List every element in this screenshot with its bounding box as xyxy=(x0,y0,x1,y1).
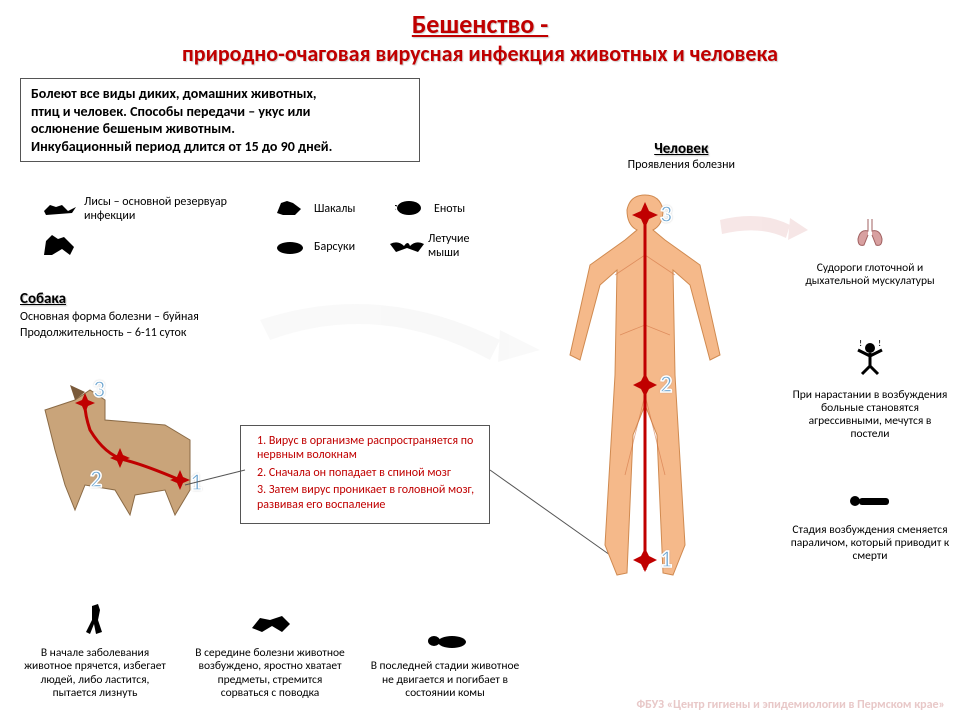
animals-grid: Лисы – основной резервуар инфекции Шакал… xyxy=(40,195,460,269)
badger-icon xyxy=(270,233,310,260)
jackal-icon xyxy=(270,195,310,223)
dog-form: Основная форма болезни – буйная xyxy=(20,310,280,324)
subtitle: природно-очаговая вирусная инфекция живо… xyxy=(20,40,940,67)
dog-stage-num-3: 3 xyxy=(93,375,105,404)
human-stage-num-3: 3 xyxy=(660,200,672,229)
header: Бешенство - природно-очаговая вирусная и… xyxy=(0,0,960,71)
raccoon-icon xyxy=(390,195,430,222)
human-figure: 1 2 3 xyxy=(545,175,745,595)
intro-line: Инкубационный период длится от 15 до 90 … xyxy=(31,138,409,156)
dog-stage-num-1: 1 xyxy=(190,468,202,497)
intro-line: Болеют все виды диких, домашних животных… xyxy=(31,85,409,103)
dog-begging-icon xyxy=(20,600,170,643)
fox-label: Лисы – основной резервуар инфекции xyxy=(84,195,234,223)
fox-icon xyxy=(40,196,80,223)
virus-progression-box: Вирус в организме распространяется по не… xyxy=(240,425,490,524)
dog-figure: 1 2 3 xyxy=(15,370,235,550)
dog-duration: Продолжительность – 6-11 суток xyxy=(20,326,280,340)
dog-stage-3: В последней стадии животное не двигается… xyxy=(370,626,520,700)
svg-text:!: ! xyxy=(859,340,862,349)
human-sub: Проявления болезни xyxy=(628,158,735,172)
human-stage-num-2: 2 xyxy=(660,370,672,399)
footer-credit: ФБУЗ «Центр гигиены и эпидемиологии в Пе… xyxy=(636,698,945,712)
dog-title: Собака xyxy=(20,290,280,308)
dog-stage-num-2: 2 xyxy=(90,465,102,494)
lying-person-icon xyxy=(790,485,950,520)
title: Бешенство - xyxy=(20,8,940,40)
symptom-2: !! При нарастании в возбуждения больные … xyxy=(790,340,950,441)
human-section: Человек Проявления болезни xyxy=(628,140,735,172)
virus-step-1: Вирус в организме распространяется по не… xyxy=(257,434,479,463)
bat-icon xyxy=(390,233,424,260)
intro-line: птиц и человек. Способы передачи – укус … xyxy=(31,103,409,121)
dog-section: Собака Основная форма болезни – буйная П… xyxy=(20,290,280,341)
dog-lying-icon xyxy=(370,626,520,656)
dog-stage-2: В середине болезни животное возбуждено, … xyxy=(195,610,345,700)
symptom-3-text: Стадия возбуждения сменяется параличом, … xyxy=(790,524,950,564)
lungs-icon xyxy=(790,215,950,258)
badger-label: Барсуки xyxy=(314,240,355,254)
human-title: Человек xyxy=(628,140,735,158)
dog-stage-1-text: В начале заболевания животное прячется, … xyxy=(20,647,170,700)
raccoon-label: Еноты xyxy=(434,202,465,216)
dog-stage-1: В начале заболевания животное прячется, … xyxy=(20,600,170,700)
symptom-1-text: Судороги глоточной и дыхательной мускула… xyxy=(790,262,950,288)
agitated-person-icon: !! xyxy=(790,340,950,385)
bat-label: Летучие мыши xyxy=(428,232,475,260)
dog-diagram xyxy=(15,370,235,550)
jackal-label: Шакалы xyxy=(314,202,355,216)
human-stage-num-1: 1 xyxy=(660,545,672,574)
wolf-icon xyxy=(40,229,80,265)
virus-step-3: Затем вирус проникает в головной мозг, р… xyxy=(257,483,479,512)
symptom-3: Стадия возбуждения сменяется параличом, … xyxy=(790,485,950,563)
dog-stage-2-text: В середине болезни животное возбуждено, … xyxy=(195,647,345,700)
virus-step-2: Сначала он попадает в спиной мозг xyxy=(257,466,479,480)
human-diagram xyxy=(545,175,745,595)
svg-text:!: ! xyxy=(878,340,881,349)
intro-box: Болеют все виды диких, домашних животных… xyxy=(20,78,420,162)
symptom-2-text: При нарастании в возбуждения больные ста… xyxy=(790,389,950,442)
symptom-1: Судороги глоточной и дыхательной мускула… xyxy=(790,215,950,288)
dog-stage-3-text: В последней стадии животное не двигается… xyxy=(370,660,520,700)
dog-running-icon xyxy=(195,610,345,643)
intro-line: ослюнение бешеным животным. xyxy=(31,120,409,138)
